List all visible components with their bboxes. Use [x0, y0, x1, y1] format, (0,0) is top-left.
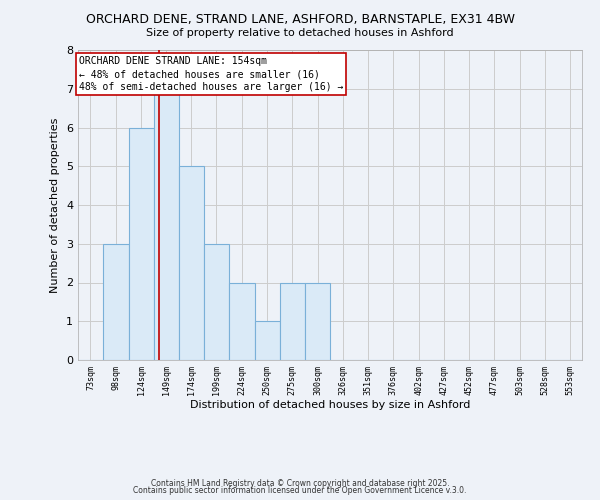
Text: Contains public sector information licensed under the Open Government Licence v.: Contains public sector information licen…	[133, 486, 467, 495]
Bar	[103, 244, 129, 360]
Bar	[129, 128, 154, 360]
Text: Size of property relative to detached houses in Ashford: Size of property relative to detached ho…	[146, 28, 454, 38]
Bar	[254, 322, 280, 360]
Text: ORCHARD DENE, STRAND LANE, ASHFORD, BARNSTAPLE, EX31 4BW: ORCHARD DENE, STRAND LANE, ASHFORD, BARN…	[86, 12, 515, 26]
Bar	[305, 282, 331, 360]
Bar	[179, 166, 204, 360]
Bar	[229, 282, 254, 360]
Text: Contains HM Land Registry data © Crown copyright and database right 2025.: Contains HM Land Registry data © Crown c…	[151, 478, 449, 488]
Bar	[154, 89, 179, 360]
X-axis label: Distribution of detached houses by size in Ashford: Distribution of detached houses by size …	[190, 400, 470, 410]
Bar	[204, 244, 229, 360]
Bar	[280, 282, 305, 360]
Y-axis label: Number of detached properties: Number of detached properties	[50, 118, 61, 292]
Text: ORCHARD DENE STRAND LANE: 154sqm
← 48% of detached houses are smaller (16)
48% o: ORCHARD DENE STRAND LANE: 154sqm ← 48% o…	[79, 56, 343, 92]
